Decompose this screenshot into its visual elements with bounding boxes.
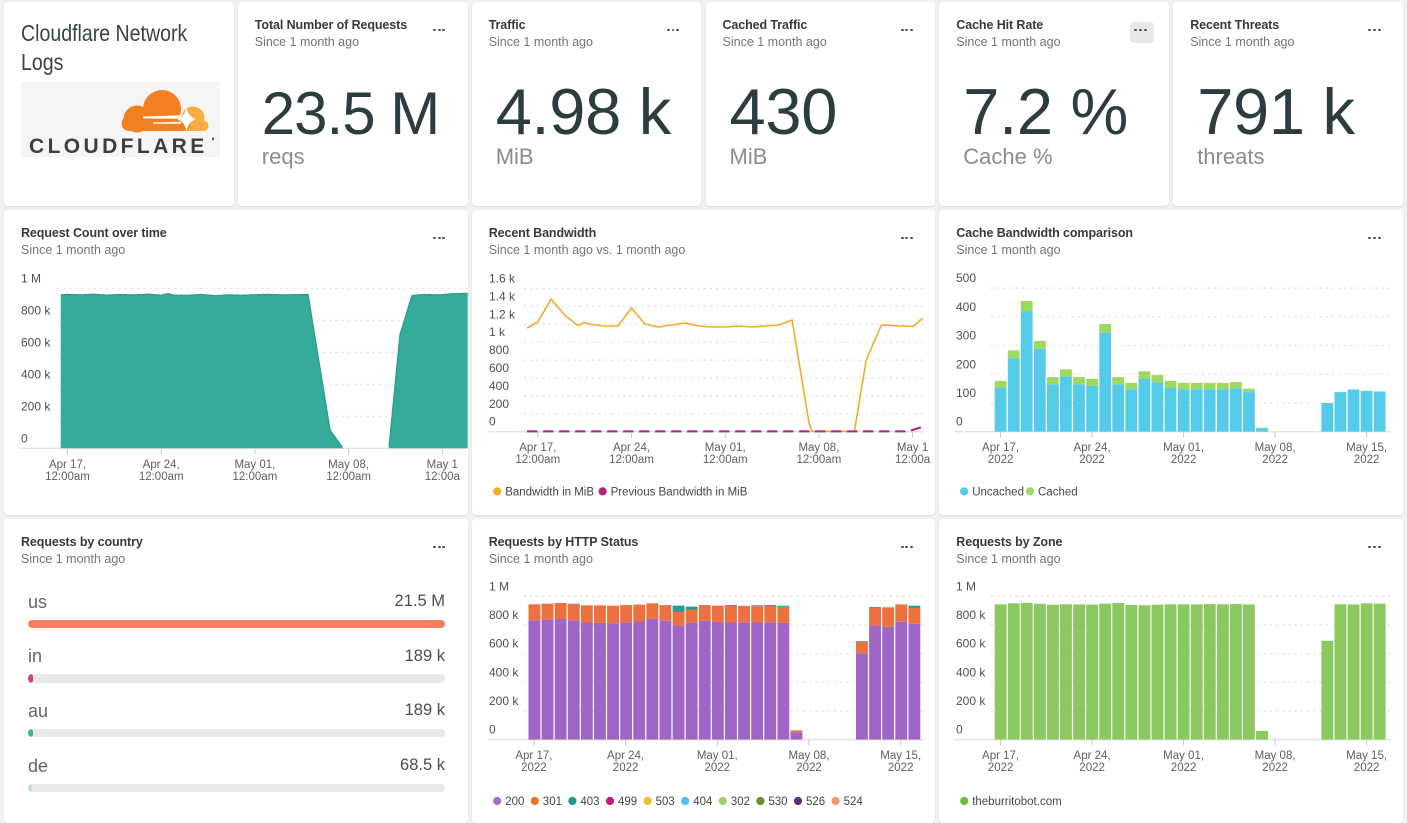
svg-text:May 01,: May 01, bbox=[1163, 442, 1204, 454]
svg-text:1.2 k: 1.2 k bbox=[489, 307, 516, 321]
svg-text:200 k: 200 k bbox=[956, 694, 986, 708]
svg-text:Apr 17,: Apr 17, bbox=[519, 442, 556, 454]
svg-text:May 1: May 1 bbox=[897, 442, 928, 454]
svg-text:May 08,: May 08, bbox=[798, 442, 839, 454]
svg-text:May 15,: May 15, bbox=[880, 750, 921, 762]
svg-text:301: 301 bbox=[542, 796, 561, 808]
svg-text:2022: 2022 bbox=[612, 762, 638, 774]
svg-text:2022: 2022 bbox=[796, 762, 822, 774]
svg-text:12:00am: 12:00am bbox=[233, 471, 278, 483]
svg-text:200: 200 bbox=[489, 397, 509, 411]
svg-text:Apr 17,: Apr 17, bbox=[982, 750, 1019, 762]
svg-text:1 M: 1 M bbox=[489, 579, 509, 593]
svg-text:200: 200 bbox=[505, 796, 524, 808]
svg-text:Apr 24,: Apr 24, bbox=[143, 459, 180, 471]
svg-text:12:00a: 12:00a bbox=[895, 454, 931, 466]
svg-text:0: 0 bbox=[489, 415, 496, 429]
svg-text:526: 526 bbox=[806, 796, 825, 808]
svg-text:2022: 2022 bbox=[1080, 762, 1106, 774]
svg-text:400: 400 bbox=[489, 379, 509, 393]
svg-text:12:00am: 12:00am bbox=[609, 454, 654, 466]
svg-text:1 k: 1 k bbox=[489, 325, 506, 339]
svg-text:2022: 2022 bbox=[988, 454, 1014, 466]
svg-text:200: 200 bbox=[956, 357, 976, 371]
svg-text:2022: 2022 bbox=[1354, 454, 1380, 466]
svg-text:403: 403 bbox=[580, 796, 599, 808]
svg-text:May 08,: May 08, bbox=[1255, 750, 1296, 762]
svg-text:Previous Bandwidth in MiB: Previous Bandwidth in MiB bbox=[610, 487, 747, 499]
svg-text:Apr 17,: Apr 17, bbox=[49, 459, 86, 471]
svg-text:theburritobot.com: theburritobot.com bbox=[972, 796, 1061, 808]
svg-text:1 M: 1 M bbox=[21, 271, 41, 285]
svg-text:12:00am: 12:00am bbox=[703, 454, 748, 466]
svg-text:2022: 2022 bbox=[1080, 454, 1106, 466]
svg-text:CLOUDFLARE: CLOUDFLARE bbox=[29, 135, 208, 157]
svg-text:Apr 17,: Apr 17, bbox=[515, 750, 552, 762]
svg-text:2022: 2022 bbox=[1171, 762, 1197, 774]
svg-text:400: 400 bbox=[956, 300, 976, 314]
svg-text:Bandwidth in MiB: Bandwidth in MiB bbox=[505, 487, 594, 499]
svg-text:0: 0 bbox=[956, 415, 963, 429]
svg-text:May 01,: May 01, bbox=[1163, 750, 1204, 762]
svg-text:0: 0 bbox=[489, 723, 496, 737]
svg-text:Apr 24,: Apr 24, bbox=[1074, 442, 1111, 454]
svg-text:400 k: 400 k bbox=[956, 665, 986, 679]
svg-text:May 01,: May 01, bbox=[234, 459, 275, 471]
svg-text:Apr 24,: Apr 24, bbox=[1074, 750, 1111, 762]
svg-text:12:00am: 12:00am bbox=[796, 454, 841, 466]
svg-text:600 k: 600 k bbox=[489, 637, 519, 651]
svg-text:200 k: 200 k bbox=[21, 399, 51, 413]
svg-text:May 08,: May 08, bbox=[788, 750, 829, 762]
svg-text:Uncached: Uncached bbox=[972, 487, 1024, 499]
svg-text:600 k: 600 k bbox=[21, 335, 51, 349]
svg-text:Apr 24,: Apr 24, bbox=[607, 750, 644, 762]
svg-text:600: 600 bbox=[489, 361, 509, 375]
svg-text:May 01,: May 01, bbox=[697, 750, 738, 762]
svg-text:404: 404 bbox=[693, 796, 713, 808]
svg-text:May 01,: May 01, bbox=[704, 442, 745, 454]
svg-text:2022: 2022 bbox=[704, 762, 730, 774]
svg-text:100: 100 bbox=[956, 386, 976, 400]
svg-text:200 k: 200 k bbox=[489, 694, 519, 708]
svg-text:12:00a: 12:00a bbox=[425, 471, 461, 483]
svg-text:300: 300 bbox=[956, 329, 976, 343]
svg-text:12:00am: 12:00am bbox=[45, 471, 90, 483]
svg-text:May 08,: May 08, bbox=[1255, 442, 1296, 454]
svg-text:1 M: 1 M bbox=[956, 579, 976, 593]
svg-text:Apr 17,: Apr 17, bbox=[982, 442, 1019, 454]
svg-text:524: 524 bbox=[843, 796, 863, 808]
svg-text:1.4 k: 1.4 k bbox=[489, 289, 516, 303]
svg-text:2022: 2022 bbox=[1263, 454, 1289, 466]
svg-text:0: 0 bbox=[21, 431, 28, 445]
svg-text:2022: 2022 bbox=[988, 762, 1014, 774]
svg-text:503: 503 bbox=[655, 796, 674, 808]
svg-text:1.6 k: 1.6 k bbox=[489, 272, 516, 286]
svg-text:800 k: 800 k bbox=[489, 608, 519, 622]
svg-text:12:00am: 12:00am bbox=[139, 471, 184, 483]
svg-text:800 k: 800 k bbox=[21, 303, 51, 317]
svg-text:500: 500 bbox=[956, 271, 976, 285]
svg-text:Apr 24,: Apr 24, bbox=[613, 442, 650, 454]
svg-text:May 1: May 1 bbox=[427, 459, 458, 471]
svg-text:530: 530 bbox=[768, 796, 787, 808]
svg-text:302: 302 bbox=[730, 796, 749, 808]
svg-text:Cached: Cached bbox=[1038, 487, 1078, 499]
svg-text:May 08,: May 08, bbox=[328, 459, 369, 471]
svg-text:May 15,: May 15, bbox=[1346, 750, 1387, 762]
svg-text:499: 499 bbox=[618, 796, 637, 808]
svg-text:400 k: 400 k bbox=[21, 367, 51, 381]
svg-text:May 15,: May 15, bbox=[1346, 442, 1387, 454]
svg-text:800: 800 bbox=[489, 343, 509, 357]
svg-text:0: 0 bbox=[956, 723, 963, 737]
svg-text:800 k: 800 k bbox=[956, 608, 986, 622]
svg-text:12:00am: 12:00am bbox=[326, 471, 371, 483]
svg-text:2022: 2022 bbox=[1263, 762, 1289, 774]
svg-text:400 k: 400 k bbox=[489, 665, 519, 679]
svg-text:2022: 2022 bbox=[521, 762, 547, 774]
svg-text:2022: 2022 bbox=[1171, 454, 1197, 466]
svg-text:12:00am: 12:00am bbox=[515, 454, 560, 466]
svg-text:2022: 2022 bbox=[1354, 762, 1380, 774]
svg-text:600 k: 600 k bbox=[956, 637, 986, 651]
svg-text:2022: 2022 bbox=[888, 762, 914, 774]
